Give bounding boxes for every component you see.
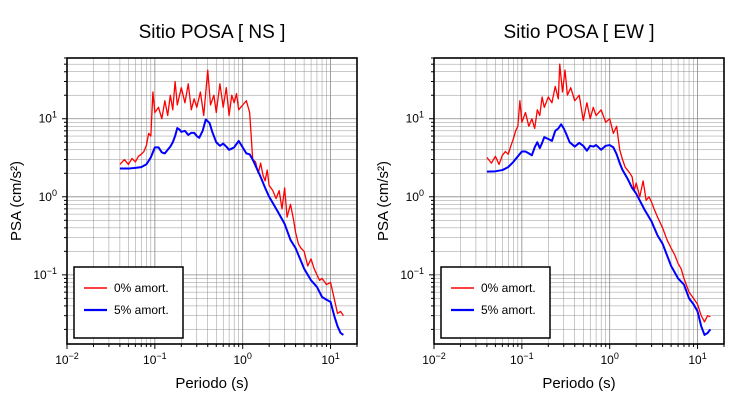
series-line-amort-0: [486, 63, 711, 323]
chart-panel-ew: Sitio POSA [ EW ] Periodo (s) PSA (cm/s²…: [375, 22, 725, 392]
y-tick-label: 100: [39, 188, 57, 204]
plot-frame: [433, 57, 725, 345]
legend-label: 0% amort.: [114, 281, 169, 295]
y-tick-label: 100: [406, 188, 424, 204]
series-line-amort-0: [119, 69, 344, 317]
x-axis-label: Periodo (s): [542, 375, 615, 392]
chart-title: Sitio POSA [ EW ]: [504, 22, 655, 43]
legend-label: 5% amort.: [481, 303, 536, 317]
legend-box: [73, 266, 184, 339]
y-tick-label: 101: [406, 110, 424, 126]
y-tick-label: 101: [39, 110, 57, 126]
series-line-amort-5: [486, 123, 712, 336]
x-tick-label: 10−2: [422, 351, 446, 367]
ticks: [429, 57, 725, 349]
ticks: [62, 57, 358, 349]
chart-panel-ns: Sitio POSA [ NS ] Periodo (s) PSA (cm/s²…: [8, 22, 358, 392]
chart-title: Sitio POSA [ NS ]: [139, 22, 286, 43]
plot-frame: [66, 57, 358, 345]
x-tick-label: 101: [688, 351, 706, 367]
series-line-amort-5: [119, 118, 344, 336]
x-tick-label: 10−2: [55, 351, 79, 367]
x-tick-label: 100: [601, 351, 619, 367]
legend-label: 5% amort.: [114, 303, 169, 317]
y-axis-label: PSA (cm/s²): [375, 161, 392, 241]
x-tick-label: 10−1: [143, 351, 167, 367]
y-axis-label: PSA (cm/s²): [8, 161, 25, 241]
x-axis-label: Periodo (s): [175, 375, 248, 392]
x-tick-label: 100: [234, 351, 252, 367]
y-tick-label: 10−1: [33, 266, 57, 282]
y-tick-label: 10−1: [400, 266, 424, 282]
legend-box: [440, 266, 551, 339]
x-tick-label: 10−1: [510, 351, 534, 367]
legend: 0% amort. 5% amort.: [73, 266, 184, 339]
x-tick-label: 101: [321, 351, 339, 367]
legend: 0% amort. 5% amort.: [440, 266, 551, 339]
legend-label: 0% amort.: [481, 281, 536, 295]
